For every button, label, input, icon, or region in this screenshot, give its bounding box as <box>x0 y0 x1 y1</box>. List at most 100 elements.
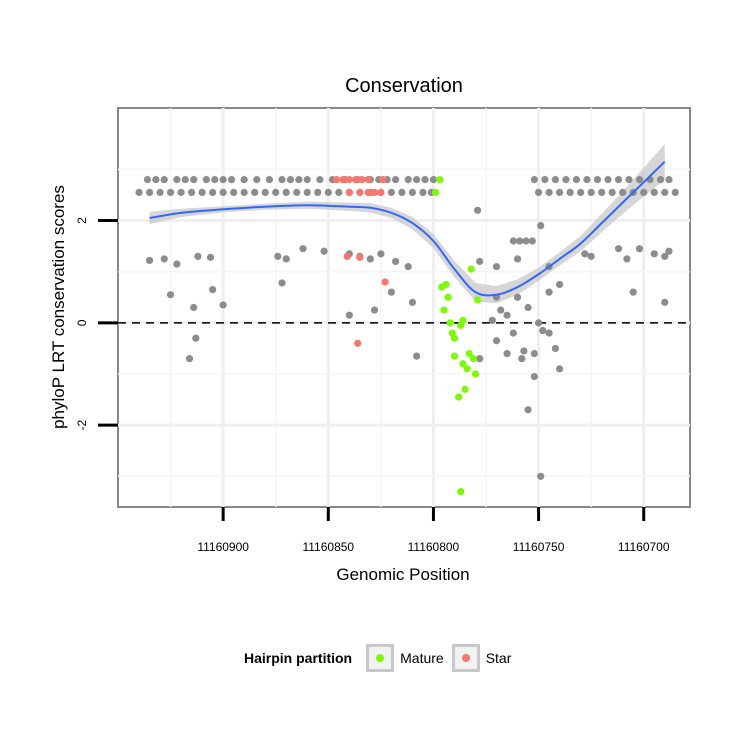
data-point-star <box>381 278 389 286</box>
data-point-other <box>661 252 669 260</box>
data-point-mature <box>431 188 440 197</box>
data-point-other <box>303 176 311 184</box>
legend-label-mature: Mature <box>400 650 444 666</box>
data-point-star <box>352 176 360 184</box>
data-point-other <box>598 188 606 197</box>
data-point-other <box>537 472 545 480</box>
data-point-other <box>316 176 324 184</box>
data-point-star <box>358 176 366 184</box>
data-point-other <box>497 306 505 314</box>
legend-item-star: Star <box>451 644 511 672</box>
data-point-other <box>656 176 665 184</box>
data-point-other <box>282 188 290 197</box>
mature-marker-icon <box>376 654 385 662</box>
data-point-mature <box>459 316 467 324</box>
data-point-other <box>581 250 589 258</box>
data-point-other <box>539 326 547 335</box>
data-point-other <box>190 176 198 184</box>
data-point-other <box>209 285 217 294</box>
data-point-other <box>314 188 322 197</box>
data-point-star <box>354 339 362 347</box>
confidence-band <box>149 143 665 304</box>
data-point-mature <box>461 385 469 393</box>
data-point-other <box>537 222 545 230</box>
data-point-other <box>209 188 217 197</box>
smooth-trend-line <box>149 160 666 297</box>
data-point-other <box>166 291 175 299</box>
data-point-other <box>421 176 429 184</box>
data-point-mature <box>467 265 475 273</box>
data-point-other <box>206 253 215 261</box>
data-point-other <box>516 237 524 245</box>
data-point-other <box>635 245 644 253</box>
star-marker-icon <box>461 654 470 662</box>
data-point-other <box>625 176 633 184</box>
data-point-other <box>194 252 202 260</box>
data-point-mature <box>450 334 459 342</box>
data-point-other <box>278 279 286 287</box>
data-point-mature <box>450 352 459 360</box>
data-point-other <box>583 176 591 184</box>
data-point-other <box>188 188 196 197</box>
plot-panel <box>117 107 691 508</box>
data-point-other <box>665 176 673 184</box>
data-point-star <box>364 188 372 197</box>
data-point-other <box>650 188 658 197</box>
data-point-other <box>509 237 517 245</box>
data-point-other <box>661 188 669 197</box>
data-point-other <box>593 176 602 184</box>
data-point-other <box>556 188 564 197</box>
data-point-other <box>587 188 595 197</box>
data-point-other <box>665 247 673 255</box>
data-point-other <box>503 349 511 358</box>
data-point-star <box>333 176 341 184</box>
chart-title: Conservation <box>345 75 463 97</box>
y-axis-label: phyloP LRT conservation scores <box>49 185 68 429</box>
data-point-other <box>524 303 532 312</box>
data-point-other <box>545 188 553 197</box>
x-tick-label: 11160900 <box>197 540 249 554</box>
data-point-other <box>387 188 395 197</box>
data-point-other <box>488 316 496 324</box>
legend-item-mature: Mature <box>366 644 444 672</box>
data-point-other <box>476 355 484 363</box>
data-point-other <box>253 176 261 184</box>
y-tick-label: 0 <box>75 319 89 326</box>
data-point-other <box>278 176 286 184</box>
data-point-other <box>135 188 143 197</box>
data-point-other <box>614 245 623 253</box>
data-point-other <box>541 176 549 184</box>
data-point-other <box>640 188 648 197</box>
data-point-other <box>295 176 303 184</box>
data-point-other <box>219 301 227 309</box>
data-point-other <box>518 355 526 363</box>
data-point-other <box>274 252 282 260</box>
data-point-mature <box>474 296 482 304</box>
x-tick-label: 11160850 <box>302 540 354 554</box>
data-point-other <box>413 352 421 360</box>
y-tick-label: -2 <box>75 419 89 430</box>
data-point-other <box>419 188 427 197</box>
data-point-star <box>345 176 353 184</box>
data-point-other <box>320 247 328 255</box>
data-point-star <box>339 176 347 184</box>
data-point-mature <box>444 293 452 301</box>
data-point-other <box>185 355 194 363</box>
data-point-other <box>520 347 528 355</box>
data-point-other <box>404 176 412 184</box>
data-point-other <box>551 176 560 184</box>
data-point-other <box>152 176 160 184</box>
data-point-other <box>614 176 623 184</box>
data-point-other <box>474 206 482 214</box>
data-point-other <box>192 334 200 342</box>
data-point-other <box>562 176 570 184</box>
data-point-other <box>391 257 400 266</box>
data-point-other <box>272 188 280 197</box>
data-point-other <box>572 176 581 184</box>
data-point-other <box>173 176 181 184</box>
data-point-star <box>356 253 364 261</box>
data-point-other <box>173 260 181 268</box>
data-point-other <box>324 188 332 197</box>
data-point-mature <box>440 306 448 314</box>
data-point-star <box>364 176 372 184</box>
